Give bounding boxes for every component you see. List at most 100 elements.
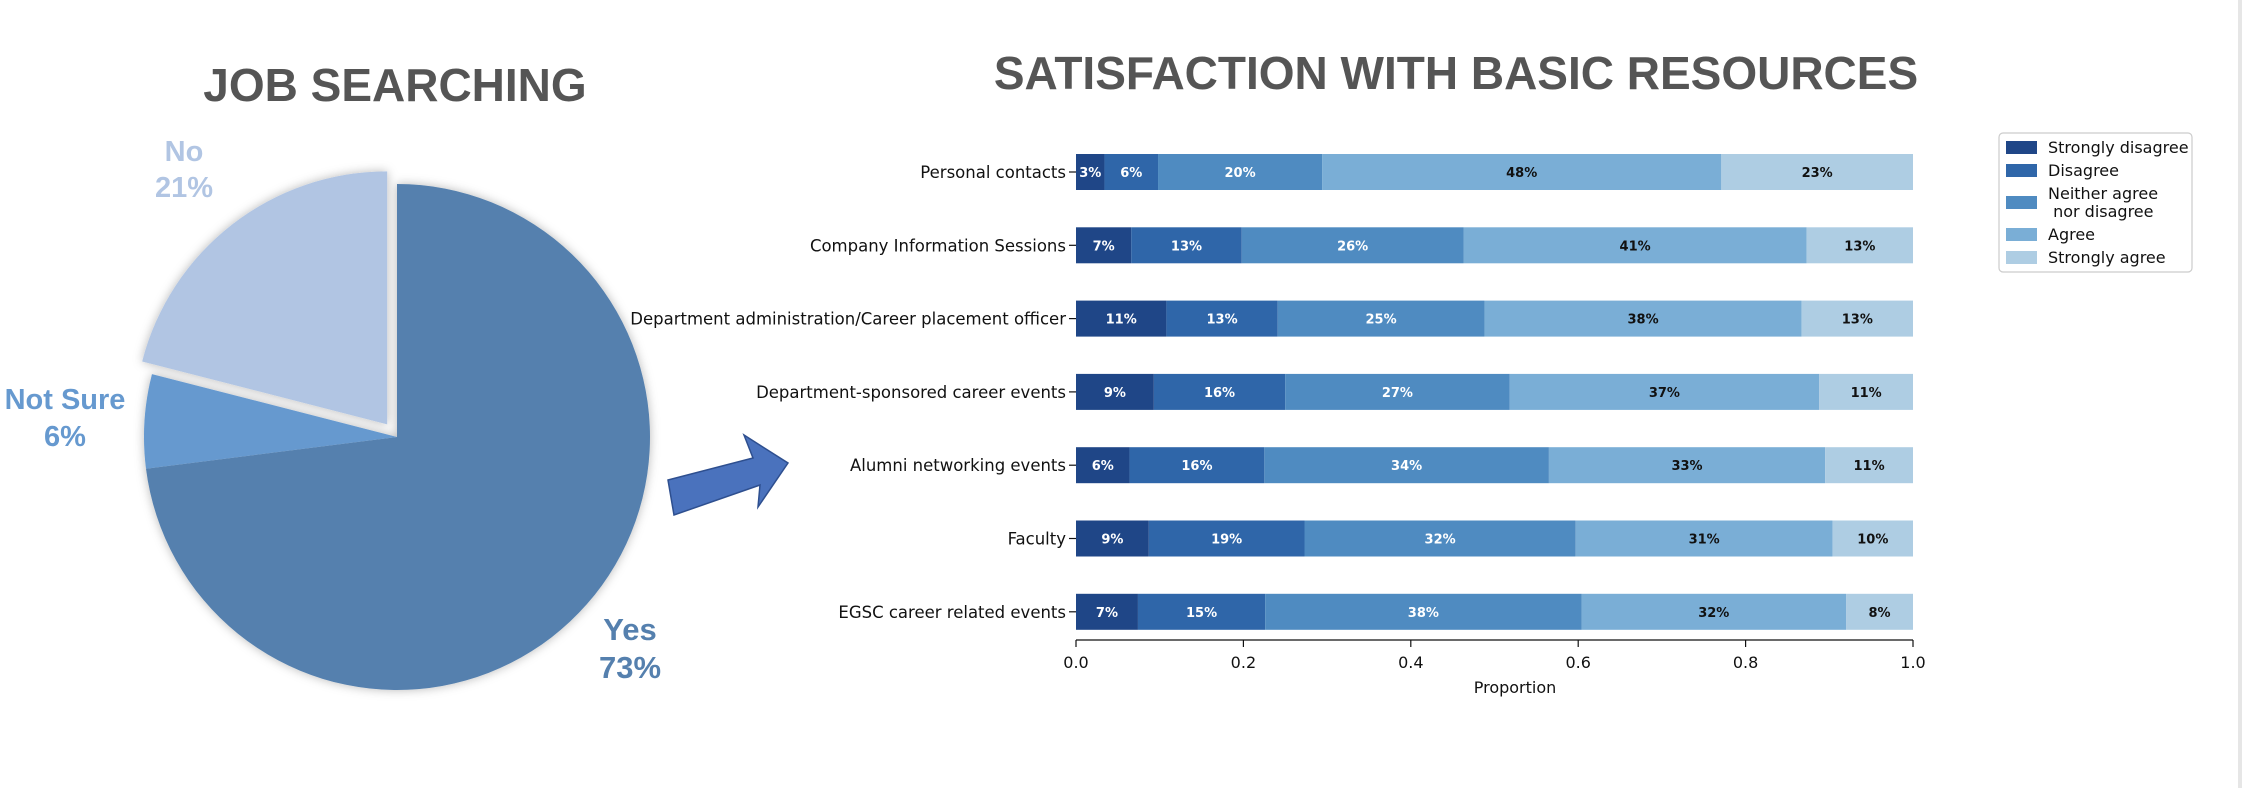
legend: Strongly disagree Disagree Neither agree n… xyxy=(1998,132,2193,273)
bar-segment-1 xyxy=(1153,373,1286,410)
pie-title: JOB SEARCHING xyxy=(203,59,586,111)
bar-segment-3 xyxy=(1463,227,1807,264)
bar-segment-0 xyxy=(1076,593,1138,630)
pie-chart xyxy=(142,171,650,690)
pie-slice-not-sure xyxy=(144,374,397,469)
data-label: 16% xyxy=(1181,459,1212,474)
bar-segment-0 xyxy=(1076,447,1130,484)
legend-swatch xyxy=(2006,228,2037,241)
x-tick-label: 0.0 xyxy=(1063,653,1088,672)
data-label: 16% xyxy=(1204,386,1235,401)
x-axis: 0.0 0.2 0.4 0.6 0.8 1.0 xyxy=(1063,639,1926,672)
legend-label: Strongly agree xyxy=(2048,248,2166,267)
pie-label-no: No xyxy=(165,136,204,168)
legend-label: Agree xyxy=(2048,225,2095,244)
pie-pct-not-sure: 6% xyxy=(44,421,86,453)
legend-label: Disagree xyxy=(2048,161,2119,180)
legend-swatch xyxy=(2006,164,2037,177)
bar-segment-3 xyxy=(1509,373,1820,410)
bar-segment-1 xyxy=(1129,447,1265,484)
data-label: 32% xyxy=(1698,606,1729,621)
legend-label: Neither agree nor disagree xyxy=(2048,184,2158,221)
stacked-bar-chart: Personal contacts 3% 6% 20% 48% 23% Company In… xyxy=(630,154,1913,630)
pie-label-not-sure: Not Sure xyxy=(5,384,126,416)
bar-segment-2 xyxy=(1264,447,1549,484)
bar-segment-4 xyxy=(1825,447,1913,484)
bar-segment-3 xyxy=(1548,447,1826,484)
data-label: 41% xyxy=(1620,239,1651,254)
data-label: 11% xyxy=(1851,386,1882,401)
category-label: Department-sponsored career events xyxy=(756,383,1066,402)
data-label: 38% xyxy=(1628,313,1659,328)
data-label: 20% xyxy=(1224,166,1255,181)
x-tick-label: 0.4 xyxy=(1398,653,1423,672)
bar-segment-0 xyxy=(1076,373,1154,410)
x-tick-label: 0.6 xyxy=(1565,653,1590,672)
bar-segment-3 xyxy=(1581,593,1847,630)
legend-swatch xyxy=(2006,141,2037,154)
category-label: Department administration/Career placeme… xyxy=(630,310,1066,329)
window-edge xyxy=(2238,0,2242,788)
bar-segment-4 xyxy=(1819,373,1913,410)
data-label: 13% xyxy=(1844,239,1875,254)
data-label: 48% xyxy=(1506,166,1537,181)
data-label: 37% xyxy=(1649,386,1680,401)
data-label: 7% xyxy=(1093,239,1115,254)
bar-segment-0 xyxy=(1076,154,1105,190)
bar-segment-1 xyxy=(1104,154,1159,190)
category-label: Alumni networking events xyxy=(850,456,1066,475)
bar-segment-2 xyxy=(1285,373,1510,410)
data-label: 27% xyxy=(1382,386,1413,401)
bar-segment-2 xyxy=(1241,227,1464,264)
legend-swatch xyxy=(2006,251,2037,264)
legend-swatch xyxy=(2006,196,2037,209)
x-tick-label: 0.2 xyxy=(1231,653,1256,672)
bar-segment-4 xyxy=(1721,154,1913,190)
legend-label: Strongly disagree xyxy=(2048,138,2189,157)
x-axis-label: Proportion xyxy=(1474,678,1557,697)
data-label: 38% xyxy=(1408,606,1439,621)
category-label: Personal contacts xyxy=(920,163,1066,182)
data-label: 9% xyxy=(1101,533,1123,548)
data-label: 6% xyxy=(1120,166,1142,181)
data-label: 9% xyxy=(1104,386,1126,401)
data-label: 13% xyxy=(1206,313,1237,328)
data-label: 26% xyxy=(1337,239,1368,254)
pie-slice-no xyxy=(142,171,388,425)
category-label: EGSC career related events xyxy=(838,603,1066,622)
data-label: 13% xyxy=(1842,313,1873,328)
data-label: 33% xyxy=(1671,459,1702,474)
bar-segment-2 xyxy=(1304,520,1576,557)
pie-label-yes: Yes xyxy=(603,612,656,647)
category-label: Company Information Sessions xyxy=(810,236,1066,255)
bar-segment-0 xyxy=(1076,227,1132,264)
bar-segment-1 xyxy=(1131,227,1242,264)
bar-segment-2 xyxy=(1265,593,1582,630)
right-arrow-icon xyxy=(667,433,790,516)
bar-segment-4 xyxy=(1846,593,1913,630)
category-label: Faculty xyxy=(1008,530,1067,549)
x-tick-label: 1.0 xyxy=(1900,653,1925,672)
data-label: 13% xyxy=(1171,239,1202,254)
bar-segment-1 xyxy=(1137,593,1266,630)
bar-segment-3 xyxy=(1322,154,1722,190)
data-label: 8% xyxy=(1868,606,1890,621)
data-label: 19% xyxy=(1211,533,1242,548)
bar-segment-0 xyxy=(1076,520,1149,557)
data-label: 34% xyxy=(1391,459,1422,474)
bar-segment-2 xyxy=(1277,300,1485,337)
bar-segment-3 xyxy=(1484,300,1802,337)
data-label: 3% xyxy=(1079,166,1101,181)
x-tick-label: 0.8 xyxy=(1733,653,1758,672)
bar-segment-4 xyxy=(1806,227,1913,264)
data-label: 32% xyxy=(1425,533,1456,548)
bar-segment-3 xyxy=(1575,520,1833,557)
data-label: 31% xyxy=(1689,533,1720,548)
pie-pct-no: 21% xyxy=(155,172,213,204)
bar-segment-4 xyxy=(1832,520,1913,557)
data-label: 15% xyxy=(1186,606,1217,621)
bar-segment-4 xyxy=(1801,300,1913,337)
pie-pct-yes: 73% xyxy=(599,650,661,685)
